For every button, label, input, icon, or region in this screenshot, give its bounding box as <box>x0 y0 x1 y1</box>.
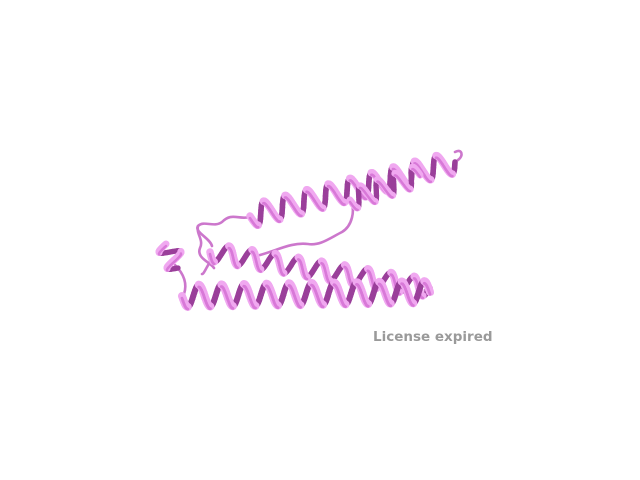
license-watermark: License expired <box>373 329 493 345</box>
helix-segments <box>155 151 458 311</box>
helix-shading <box>258 269 263 273</box>
helix-back-face <box>172 265 181 272</box>
coil-upper-left <box>196 215 252 248</box>
helix-front-face <box>302 272 311 281</box>
helix-front-face <box>279 268 288 277</box>
helix-shading <box>417 173 422 179</box>
helix-bottom <box>178 277 434 311</box>
helix-shading <box>427 290 432 296</box>
helix-shading <box>281 273 286 277</box>
helix-top-overlap <box>346 163 424 212</box>
coil-top-end <box>453 149 463 162</box>
helix-left-short <box>155 240 185 272</box>
coil-middle <box>258 198 355 257</box>
helix-shading <box>304 277 309 281</box>
coil-mid-start <box>200 260 212 276</box>
